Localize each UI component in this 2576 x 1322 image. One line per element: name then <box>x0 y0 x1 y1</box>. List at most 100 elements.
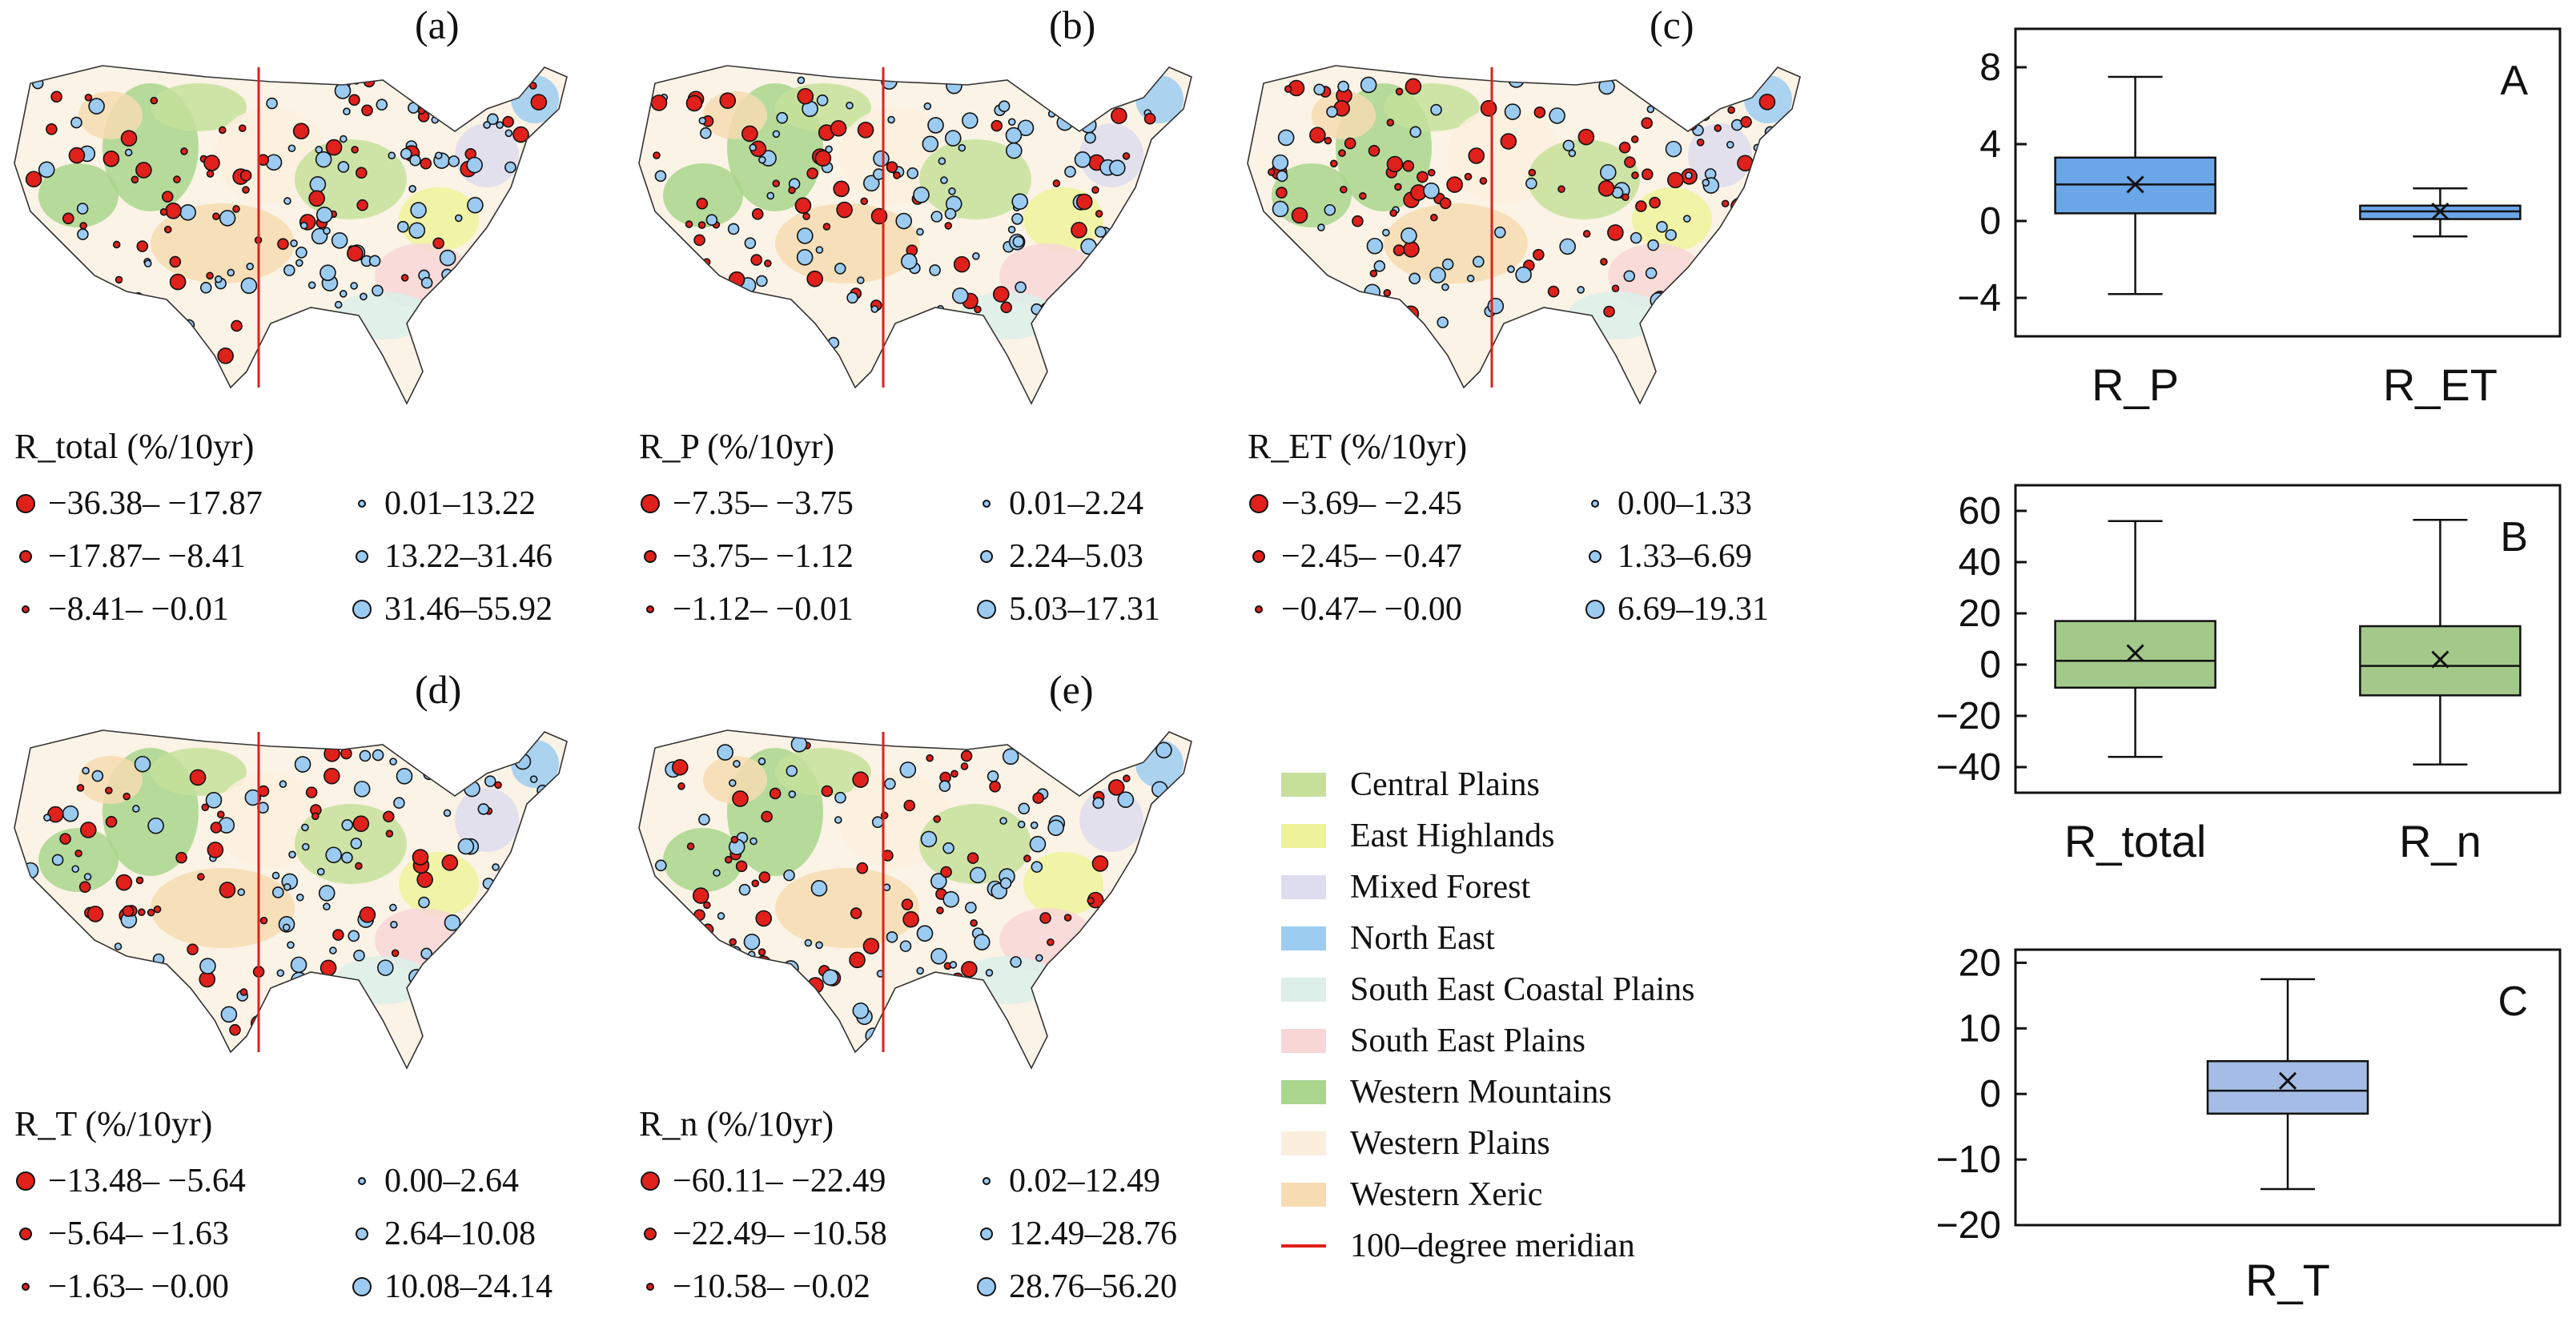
site-marker <box>1064 166 1076 178</box>
site-marker <box>1329 159 1338 168</box>
site-marker <box>203 155 220 171</box>
site-marker <box>355 167 368 179</box>
site-marker <box>702 258 711 266</box>
site-marker <box>1151 781 1168 798</box>
site-marker <box>870 305 879 313</box>
site-marker <box>1665 229 1677 241</box>
site-marker <box>806 270 823 287</box>
site-marker <box>940 176 948 184</box>
site-marker <box>114 942 123 950</box>
mean-marker <box>2431 650 2449 669</box>
site-marker <box>512 198 525 210</box>
site-marker <box>385 830 394 838</box>
site-marker <box>201 803 210 812</box>
site-marker <box>1309 127 1326 144</box>
site-marker <box>466 156 483 174</box>
site-marker <box>277 238 289 251</box>
site-marker <box>504 129 513 138</box>
site-marker <box>457 838 475 855</box>
site-marker <box>1764 126 1777 139</box>
site-marker <box>849 951 866 969</box>
site-marker <box>886 930 898 943</box>
site-marker <box>353 781 371 798</box>
mean-marker <box>2126 175 2144 194</box>
site-marker <box>210 822 223 834</box>
swatch <box>1281 824 1326 848</box>
site-marker <box>860 197 869 206</box>
site-marker <box>534 314 543 323</box>
site-marker <box>1023 854 1031 862</box>
site-marker <box>1091 756 1099 765</box>
site-marker <box>802 212 810 221</box>
site-marker <box>1464 172 1473 181</box>
site-marker <box>76 203 89 215</box>
map <box>1247 65 1801 405</box>
site-marker <box>732 790 749 807</box>
eco-item: Mixed Forest <box>1281 862 1695 913</box>
us-outline <box>1247 65 1801 405</box>
site-marker <box>1525 177 1537 190</box>
site-marker <box>766 191 775 200</box>
site-marker <box>807 977 824 994</box>
swatch <box>1281 875 1326 899</box>
legend-item: 2.64–10.08 <box>351 1211 639 1257</box>
site-marker <box>698 116 707 125</box>
legend-marker <box>1591 500 1599 508</box>
site-marker <box>181 343 198 360</box>
panel-label: (c) <box>1650 2 1694 47</box>
site-marker <box>1417 171 1429 183</box>
site-marker <box>999 817 1007 825</box>
site-marker <box>410 202 427 219</box>
ecoregion-area <box>38 163 119 227</box>
site-marker <box>1712 283 1720 292</box>
site-marker <box>1007 118 1016 127</box>
site-marker <box>1078 758 1091 770</box>
site-marker <box>794 197 812 215</box>
y-tick-label: 60 <box>1959 490 2001 532</box>
site-marker <box>307 281 316 289</box>
site-marker <box>822 223 831 231</box>
site-marker <box>323 227 331 235</box>
legend-label: 0.00–1.33 <box>1618 485 1752 522</box>
site-marker <box>1131 940 1149 958</box>
site-marker <box>899 761 917 778</box>
swatch <box>1281 1029 1326 1053</box>
legend-marker <box>644 550 657 563</box>
site-marker <box>1721 199 1730 208</box>
eco-item: South East Coastal Plains <box>1281 964 1695 1015</box>
site-marker <box>325 846 342 864</box>
site-marker <box>23 948 41 965</box>
site-marker <box>1156 860 1174 878</box>
site-marker <box>1702 179 1710 187</box>
site-marker <box>1624 156 1636 168</box>
site-marker <box>231 319 243 332</box>
site-marker <box>1284 85 1292 93</box>
site-marker <box>814 150 832 167</box>
site-marker <box>508 894 516 903</box>
ecoregion-area <box>1079 788 1143 852</box>
site-marker <box>494 781 502 790</box>
site-marker <box>524 172 532 181</box>
site-marker <box>833 180 850 198</box>
site-marker <box>1011 193 1028 210</box>
site-marker <box>416 871 433 888</box>
site-marker <box>131 969 147 986</box>
legend-label: 5.03–17.31 <box>1009 591 1160 628</box>
site-marker <box>337 161 350 173</box>
site-marker <box>138 908 146 916</box>
site-marker <box>512 855 520 864</box>
site-marker <box>783 869 795 882</box>
site-marker <box>1030 821 1039 830</box>
site-marker <box>448 155 460 167</box>
site-marker <box>696 197 709 210</box>
site-marker <box>1674 283 1682 291</box>
site-marker <box>705 214 718 227</box>
site-marker <box>339 290 348 298</box>
site-marker <box>440 86 457 104</box>
site-marker <box>735 860 748 873</box>
site-marker <box>390 920 398 929</box>
plot-frame <box>2014 27 2562 338</box>
site-marker <box>1715 297 1728 310</box>
site-marker <box>1641 168 1654 180</box>
site-marker <box>40 967 58 985</box>
